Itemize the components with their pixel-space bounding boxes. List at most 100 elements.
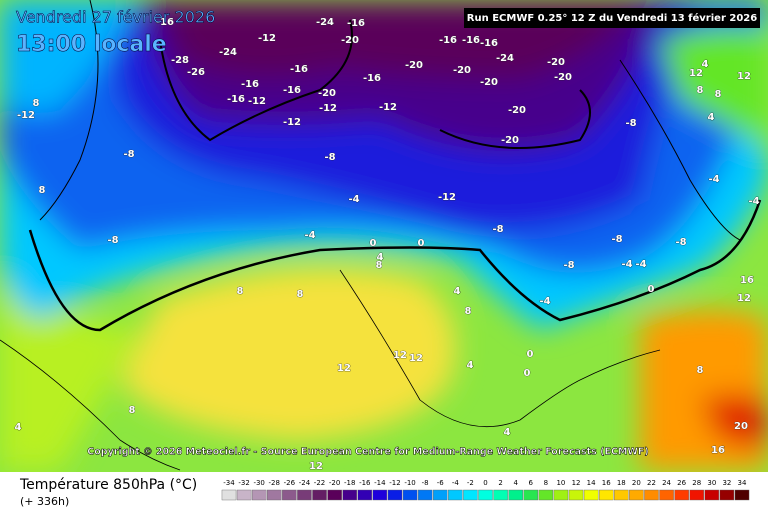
contour-label: -4 [748, 196, 759, 207]
contour-label: -20 [341, 35, 359, 46]
colorbar-swatch [704, 489, 720, 501]
colorbar-label: 24 [662, 479, 671, 487]
lead-time: (+ 336h) [20, 495, 69, 508]
contour-label: -12 [379, 102, 397, 113]
contour-label: -20 [547, 57, 565, 68]
contour-label: 16 [740, 275, 754, 286]
contour-label: -8 [611, 234, 622, 245]
colorbar-label: -16 [359, 479, 371, 487]
run-box [464, 8, 760, 28]
legend-title: Température 850hPa (°C) [19, 477, 197, 493]
colorbar-label: 12 [572, 479, 581, 487]
colorbar-label: 28 [692, 479, 701, 487]
colorbar-label: -12 [389, 479, 400, 487]
contour-label: -4 [348, 194, 359, 205]
contour-label: -12 [438, 192, 456, 203]
contour-label: -8 [563, 260, 574, 271]
colorbar-label: -34 [223, 479, 235, 487]
contour-label: -8 [123, 149, 134, 160]
contours [0, 0, 762, 471]
contour-label: -28 [171, 55, 189, 66]
contour-label: -4 [304, 230, 315, 241]
colorbar-label: -2 [467, 479, 474, 487]
contour-label: -8 [625, 118, 636, 129]
colorbar-swatch [417, 489, 433, 501]
temperature-field [0, 0, 768, 472]
colorbar-swatch [463, 489, 478, 501]
contour-label: -4 [539, 296, 550, 307]
contour-label: 8 [129, 405, 136, 416]
colorbar-swatch [312, 489, 327, 501]
contour-label: 8 [697, 85, 704, 96]
colorbar-swatch [553, 489, 569, 501]
colorbar-swatch [719, 489, 735, 501]
contour-label: 8 [33, 98, 40, 109]
colorbar-label: -32 [238, 479, 249, 487]
contour-label: -16 [290, 64, 308, 75]
colorbar-swatch [448, 489, 463, 501]
contour-label: 16 [711, 445, 725, 456]
colorbar-swatch [402, 489, 418, 501]
contour-label: -26 [187, 67, 205, 78]
colorbar-label: 8 [544, 479, 548, 487]
contour-label: 12 [737, 293, 751, 304]
contour-label: -24 [316, 17, 334, 28]
contour-label: 8 [465, 306, 472, 317]
colorbar-swatch [478, 489, 493, 501]
colorbar-label: -22 [314, 479, 325, 487]
colorbar-swatch [327, 489, 342, 501]
contour-labels: -12-16-20-24 -16-28-26-24-16-16 -12-16-16-… [14, 17, 760, 473]
colorbar-label: 16 [602, 479, 611, 487]
colorbar-label: -6 [437, 479, 445, 487]
contour-label: -12 [258, 33, 276, 44]
colorbar-swatch [629, 489, 644, 501]
colorbar-label: 32 [722, 479, 731, 487]
contour-label: -20 [508, 105, 526, 116]
contour-label: -16 [241, 79, 259, 90]
colorbar-swatch [538, 489, 554, 501]
contour-label: 4 [504, 427, 511, 438]
colorbar: -34 -32 -30 -28 -26 -24 -22 -20 -18 -16 -14 -12 -10-… [221, 479, 750, 501]
colorbar-label: 2 [498, 479, 502, 487]
forecast-time: 13:00 locale [16, 32, 167, 57]
colorbar-swatch [221, 489, 237, 501]
contour-label: 4 [454, 286, 461, 297]
contour-label: 0 [524, 368, 531, 379]
contour-label: 0 [648, 284, 655, 295]
contour-label: -4 [621, 259, 632, 270]
colorbar-swatch [357, 489, 373, 501]
contour-label: -20 [453, 65, 471, 76]
colorbar-swatch [568, 489, 584, 501]
contour-label: -16 [439, 35, 457, 46]
contour-label: -8 [492, 224, 503, 235]
contour-label: 12 [737, 71, 751, 82]
contour-label: 12 [409, 353, 423, 364]
colorbar-label: -20 [329, 479, 340, 487]
colorbar-label: 22 [647, 479, 656, 487]
copyright: Copyright © 2026 Meteociel.fr - Source E… [87, 447, 648, 458]
contour-label: 4 [15, 422, 22, 433]
colorbar-label: 18 [617, 479, 626, 487]
colorbar-swatch [372, 489, 388, 501]
contour-label: 12 [689, 68, 703, 79]
colorbar-label: 0 [483, 479, 487, 487]
colorbar-swatch [583, 489, 599, 501]
contour-label: -16 [480, 38, 498, 49]
colorbar-label: -8 [422, 479, 429, 487]
colorbar-label: 4 [513, 479, 518, 487]
contour-label: -8 [324, 152, 335, 163]
contour-label: 8 [39, 185, 46, 196]
colorbar-label: -18 [344, 479, 355, 487]
contour-label: 4 [702, 59, 709, 70]
colorbar-label: -14 [374, 479, 386, 487]
colorbar-swatch [297, 489, 312, 501]
colorbar-label: -30 [253, 479, 264, 487]
colorbar-swatch [251, 489, 267, 501]
contour-label: -20 [318, 88, 336, 99]
colorbar-label: -28 [269, 479, 280, 487]
colorbar-swatch [508, 489, 523, 501]
colorbar-swatch [236, 489, 252, 501]
contour-label: 0 [527, 349, 534, 360]
